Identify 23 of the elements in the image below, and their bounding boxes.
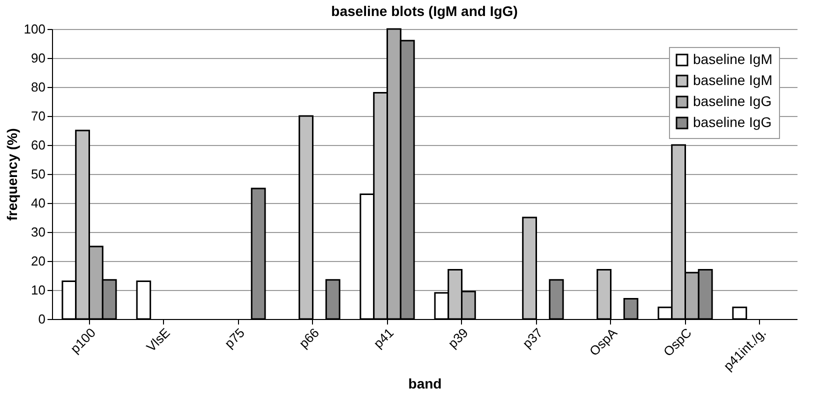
- y-tick-label: 40: [31, 196, 46, 210]
- y-tick-label: 30: [31, 224, 46, 240]
- x-tick-label: p75: [221, 325, 248, 352]
- y-tick-label: 90: [31, 50, 46, 66]
- y-tick-label: 70: [31, 108, 46, 124]
- y-tick-label: 10: [31, 282, 46, 298]
- x-tick-label: p66: [296, 325, 322, 352]
- y-tick-label: 0: [38, 312, 46, 326]
- y-tick-label: 60: [31, 138, 46, 152]
- x-axis-title: band: [408, 376, 442, 392]
- legend-label: baseline IgM: [693, 72, 772, 88]
- x-tick-label: p41: [370, 325, 396, 352]
- y-tick-label: 80: [31, 80, 46, 94]
- x-tick-label: VlsE: [143, 324, 174, 355]
- y-tick-label: 50: [31, 166, 46, 182]
- x-tick-label: p39: [444, 325, 471, 352]
- legend-label: baseline IgM: [693, 51, 772, 67]
- legend-label: baseline IgG: [693, 93, 772, 109]
- chart-title: baseline blots (IgM and IgG): [331, 3, 518, 19]
- y-tick-label: 20: [31, 254, 46, 268]
- y-axis-title: frequency (%): [4, 128, 20, 221]
- y-tick-label: 100: [24, 22, 46, 36]
- legend-label: baseline IgG: [693, 114, 772, 130]
